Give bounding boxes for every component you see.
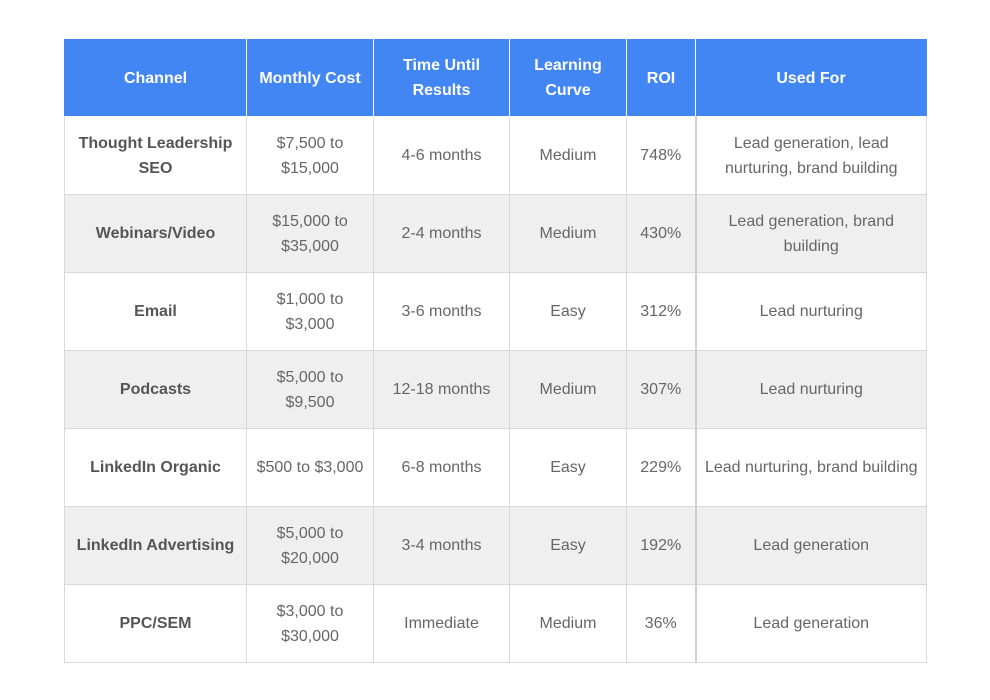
monthly-cost-cell: $5,000 to $9,500 (246, 350, 374, 429)
used-for-cell: Lead generation, lead nurturing, brand b… (695, 116, 927, 195)
used-for-cell: Lead generation (695, 584, 927, 663)
roi-cell: 229% (626, 428, 697, 507)
table-row: Webinars/Video $15,000 to $35,000 2-4 mo… (64, 194, 927, 273)
channel-cell: Podcasts (64, 350, 247, 429)
roi-cell: 748% (626, 116, 697, 195)
header-monthly-cost: Monthly Cost (246, 39, 374, 117)
monthly-cost-cell: $7,500 to $15,000 (246, 116, 374, 195)
header-roi: ROI (626, 39, 696, 117)
channel-cell: LinkedIn Advertising (64, 506, 247, 585)
channel-cell: Webinars/Video (64, 194, 247, 273)
table-row: Podcasts $5,000 to $9,500 12-18 months M… (64, 350, 927, 429)
table-row: Thought Leadership SEO $7,500 to $15,000… (64, 116, 927, 195)
roi-cell: 430% (626, 194, 697, 273)
table-row: PPC/SEM $3,000 to $30,000 Immediate Medi… (64, 584, 927, 663)
time-until-results-cell: 12-18 months (373, 350, 510, 429)
used-for-cell: Lead nurturing (695, 272, 927, 351)
time-until-results-cell: 6-8 months (373, 428, 510, 507)
monthly-cost-cell: $500 to $3,000 (246, 428, 374, 507)
learning-curve-cell: Medium (509, 194, 627, 273)
learning-curve-cell: Medium (509, 350, 627, 429)
channel-cell: Email (64, 272, 247, 351)
used-for-cell: Lead nurturing (695, 350, 927, 429)
monthly-cost-cell: $3,000 to $30,000 (246, 584, 374, 663)
header-row: Channel Monthly Cost Time Until Results … (64, 39, 927, 117)
time-until-results-cell: 4-6 months (373, 116, 510, 195)
used-for-cell: Lead generation, brand building (695, 194, 927, 273)
time-until-results-cell: 3-6 months (373, 272, 510, 351)
learning-curve-cell: Easy (509, 272, 627, 351)
table-header: Channel Monthly Cost Time Until Results … (64, 39, 927, 117)
header-time-until-results: Time Until Results (373, 39, 510, 117)
roi-cell: 312% (626, 272, 697, 351)
table-body: Thought Leadership SEO $7,500 to $15,000… (64, 116, 927, 663)
learning-curve-cell: Medium (509, 116, 627, 195)
table-row: Email $1,000 to $3,000 3-6 months Easy 3… (64, 272, 927, 351)
table-row: LinkedIn Organic $500 to $3,000 6-8 mont… (64, 428, 927, 507)
learning-curve-cell: Medium (509, 584, 627, 663)
learning-curve-cell: Easy (509, 428, 627, 507)
used-for-cell: Lead nurturing, brand building (695, 428, 927, 507)
monthly-cost-cell: $5,000 to $20,000 (246, 506, 374, 585)
header-channel: Channel (64, 39, 247, 117)
channel-cell: Thought Leadership SEO (64, 116, 247, 195)
channel-cell: PPC/SEM (64, 584, 247, 663)
monthly-cost-cell: $15,000 to $35,000 (246, 194, 374, 273)
time-until-results-cell: 2-4 months (373, 194, 510, 273)
header-used-for: Used For (695, 39, 927, 117)
channel-cell: LinkedIn Organic (64, 428, 247, 507)
roi-cell: 36% (626, 584, 697, 663)
marketing-channel-roi-table: Channel Monthly Cost Time Until Results … (64, 39, 927, 663)
used-for-cell: Lead generation (695, 506, 927, 585)
roi-cell: 192% (626, 506, 697, 585)
roi-cell: 307% (626, 350, 697, 429)
table-row: LinkedIn Advertising $5,000 to $20,000 3… (64, 506, 927, 585)
time-until-results-cell: Immediate (373, 584, 510, 663)
monthly-cost-cell: $1,000 to $3,000 (246, 272, 374, 351)
learning-curve-cell: Easy (509, 506, 627, 585)
time-until-results-cell: 3-4 months (373, 506, 510, 585)
header-learning-curve: Learning Curve (509, 39, 627, 117)
